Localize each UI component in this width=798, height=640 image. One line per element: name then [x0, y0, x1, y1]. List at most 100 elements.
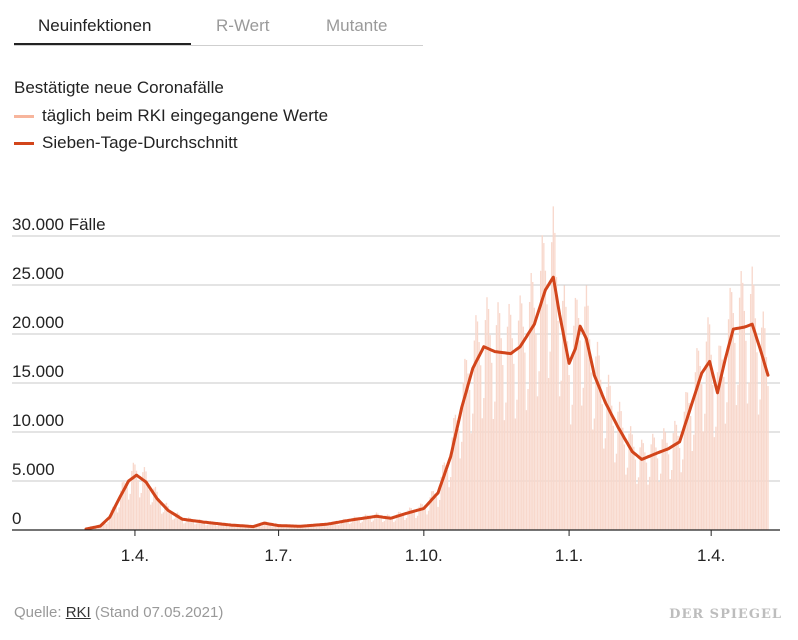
daily-bar: [576, 299, 578, 530]
daily-bar: [135, 470, 138, 530]
daily-bar: [151, 502, 153, 530]
daily-bar: [303, 526, 305, 530]
daily-bar: [510, 314, 512, 530]
daily-bar: [132, 462, 135, 530]
daily-bar: [664, 432, 667, 530]
daily-bar: [590, 372, 592, 530]
daily-bar: [178, 514, 180, 530]
daily-bar: [727, 319, 730, 530]
daily-bar: [533, 307, 536, 530]
daily-bar: [213, 522, 215, 530]
daily-bar: [266, 522, 269, 530]
daily-bar: [525, 410, 528, 530]
daily-bar: [603, 448, 605, 530]
tab-r-wert[interactable]: R-Wert: [216, 16, 270, 35]
x-tick-label: 1.7.: [264, 546, 292, 565]
legend-daily-label: täglich beim RKI eingegangene Werte: [42, 106, 329, 125]
daily-bar: [656, 458, 659, 530]
daily-bar: [339, 524, 341, 530]
daily-bar: [566, 341, 569, 530]
tab-mutante[interactable]: Mutante: [326, 16, 388, 35]
daily-bar: [323, 523, 326, 530]
daily-bar: [434, 493, 436, 530]
daily-bar: [244, 525, 247, 530]
daily-bar: [652, 433, 654, 530]
daily-bar: [247, 526, 250, 530]
daily-bar: [536, 396, 539, 530]
daily-bar: [689, 416, 692, 530]
legend-daily: täglich beim RKI eingegangene Werte: [14, 106, 328, 126]
daily-bar: [465, 360, 468, 530]
daily-bar: [615, 453, 618, 530]
daily-bar: [653, 437, 656, 530]
daily-bar: [503, 420, 506, 530]
daily-bar: [388, 515, 390, 530]
daily-bar: [604, 438, 607, 530]
x-tick-label: 1.4.: [697, 546, 725, 565]
daily-bar: [146, 480, 149, 530]
daily-bar: [421, 504, 423, 530]
legend-average-label: Sieben-Tage-Durchschnitt: [42, 133, 238, 152]
daily-bar: [328, 525, 330, 530]
daily-bar: [391, 518, 393, 530]
daily-bar: [142, 472, 144, 530]
daily-bar: [557, 320, 559, 530]
daily-bar: [453, 418, 455, 530]
daily-bar: [336, 522, 338, 530]
daily-bar: [296, 525, 299, 530]
daily-bar: [191, 519, 193, 530]
daily-bar: [481, 418, 483, 530]
daily-bar: [393, 522, 395, 530]
daily-bar: [451, 437, 453, 530]
daily-bar: [767, 385, 769, 530]
daily-bar: [629, 426, 632, 530]
daily-bar: [110, 509, 112, 530]
daily-bar: [203, 522, 206, 530]
daily-bar: [636, 483, 638, 530]
daily-bar: [295, 527, 297, 530]
daily-bar: [587, 305, 589, 530]
source-note: Quelle: RKI (Stand 07.05.2021): [14, 604, 223, 621]
daily-bar: [189, 518, 191, 530]
daily-bar: [233, 524, 236, 530]
y-tick-label: 10.000: [12, 411, 64, 430]
daily-bar: [435, 496, 438, 530]
daily-bar: [511, 338, 513, 530]
daily-bar: [617, 411, 619, 530]
daily-bar: [126, 487, 128, 530]
daily-bar: [424, 508, 427, 530]
daily-bar: [405, 518, 408, 530]
daily-bar: [622, 427, 624, 530]
x-tick-label: 1.10.: [405, 546, 443, 565]
average-line: [84, 275, 770, 531]
daily-bar: [309, 524, 311, 530]
daily-bar: [288, 525, 291, 530]
daily-bar: [383, 520, 386, 530]
daily-bar: [407, 510, 409, 530]
legend-daily-swatch: [14, 114, 34, 118]
daily-bar: [258, 524, 261, 530]
daily-bar: [573, 325, 575, 530]
daily-bar: [753, 284, 755, 530]
daily-bar: [618, 401, 621, 530]
daily-bar: [524, 352, 526, 530]
daily-bar: [592, 429, 594, 530]
source-link-rki[interactable]: RKI: [65, 604, 91, 621]
daily-bar: [732, 313, 734, 530]
tab-bar: Neuinfektionen R-Wert Mutante: [14, 12, 423, 46]
daily-bar: [415, 518, 417, 530]
tab-neuinfektionen[interactable]: Neuinfektionen: [38, 16, 152, 35]
daily-bar: [222, 522, 225, 530]
daily-bar: [552, 206, 554, 530]
daily-bar: [443, 462, 446, 530]
daily-bar: [528, 301, 531, 530]
daily-bar: [459, 458, 461, 530]
daily-bar: [445, 465, 447, 530]
daily-bar: [123, 480, 125, 530]
daily-bar: [574, 297, 577, 530]
daily-bar: [358, 519, 360, 530]
source-suffix: (Stand 07.05.2021): [94, 604, 224, 621]
daily-bar: [241, 525, 243, 530]
daily-bar: [315, 526, 318, 530]
daily-bar: [326, 526, 329, 530]
